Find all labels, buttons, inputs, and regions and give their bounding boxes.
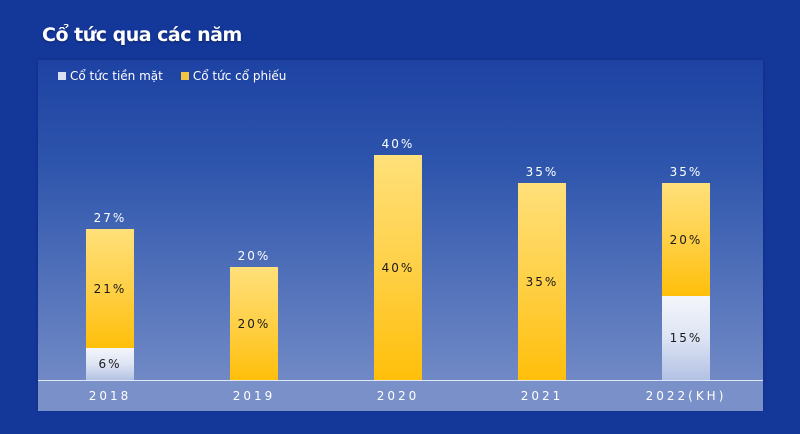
x-tick-label: 2018 bbox=[88, 389, 132, 403]
cash-swatch-icon bbox=[58, 72, 66, 80]
bar-2021: 35% bbox=[518, 183, 566, 380]
x-tick-label: 2019 bbox=[232, 389, 276, 403]
bar-2020: 40% bbox=[374, 155, 422, 380]
legend-label-cash: Cổ tức tiền mặt bbox=[70, 69, 163, 83]
x-tick-label: 2020 bbox=[376, 389, 420, 403]
bar-2018: 21% 6% bbox=[86, 229, 134, 380]
bar-segment-cash: 6% bbox=[86, 348, 134, 380]
x-tick-label: 2022(KH) bbox=[645, 389, 727, 403]
legend-item-cash: Cổ tức tiền mặt bbox=[58, 69, 163, 83]
bar-total-label: 35% bbox=[525, 165, 559, 179]
legend-label-stock: Cổ tức cổ phiếu bbox=[192, 69, 287, 83]
bar-total-label: 20% bbox=[237, 249, 271, 263]
bar-segment-stock: 20% bbox=[662, 183, 710, 296]
bar-2022: 20% 15% bbox=[662, 183, 710, 380]
legend: Cổ tức tiền mặt Cổ tức cổ phiếu bbox=[58, 69, 286, 83]
bar-2019: 20% bbox=[230, 267, 278, 380]
stock-swatch-icon bbox=[180, 72, 189, 80]
x-axis-band bbox=[38, 380, 763, 411]
x-tick-label: 2021 bbox=[520, 389, 564, 403]
chart-title: Cổ tức qua các năm bbox=[42, 24, 242, 46]
legend-item-stock: Cổ tức cổ phiếu bbox=[180, 69, 287, 83]
bar-segment-cash: 15% bbox=[662, 296, 710, 380]
bar-total-label: 27% bbox=[93, 211, 127, 225]
bar-segment-stock: 21% bbox=[86, 229, 134, 348]
bar-segment-stock: 35% bbox=[518, 183, 566, 380]
bar-segment-stock: 20% bbox=[230, 267, 278, 380]
bar-total-label: 35% bbox=[669, 165, 703, 179]
bar-segment-stock: 40% bbox=[374, 155, 422, 380]
bar-total-label: 40% bbox=[381, 137, 415, 151]
